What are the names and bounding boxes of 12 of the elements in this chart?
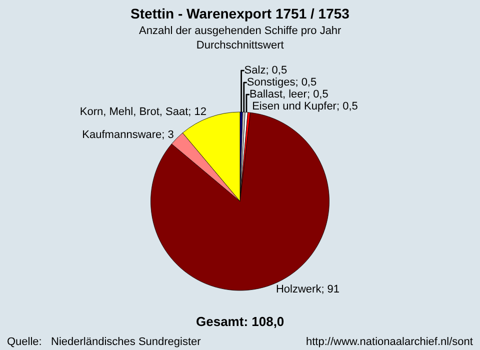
text: http://www.nationaalarchief.nl/sont	[306, 336, 473, 348]
slice-label: Holzwerk; 91	[276, 283, 340, 296]
source-note: Quelle: Niederländisches Sundregister	[7, 336, 202, 348]
slice-label: Ballast, leer; 0,5	[249, 88, 328, 101]
text: Gesamt: 108,0	[196, 314, 284, 329]
slice-label: Sonstiges; 0,5	[246, 76, 317, 89]
chart-title: Stettin - Warenexport 1751 / 1753	[130, 6, 350, 22]
slice-label: Kaufmannsware; 3	[82, 129, 174, 142]
slice-label: Korn, Mehl, Brot, Saat; 12	[80, 106, 206, 118]
slice-label: Eisen und Kupfer; 0,5	[252, 100, 358, 113]
slice-label: Salz; 0,5	[244, 64, 288, 77]
chart-subtitle: Anzahl der ausgehenden Schiffe pro Jahr Durchschnittswert	[139, 25, 342, 52]
